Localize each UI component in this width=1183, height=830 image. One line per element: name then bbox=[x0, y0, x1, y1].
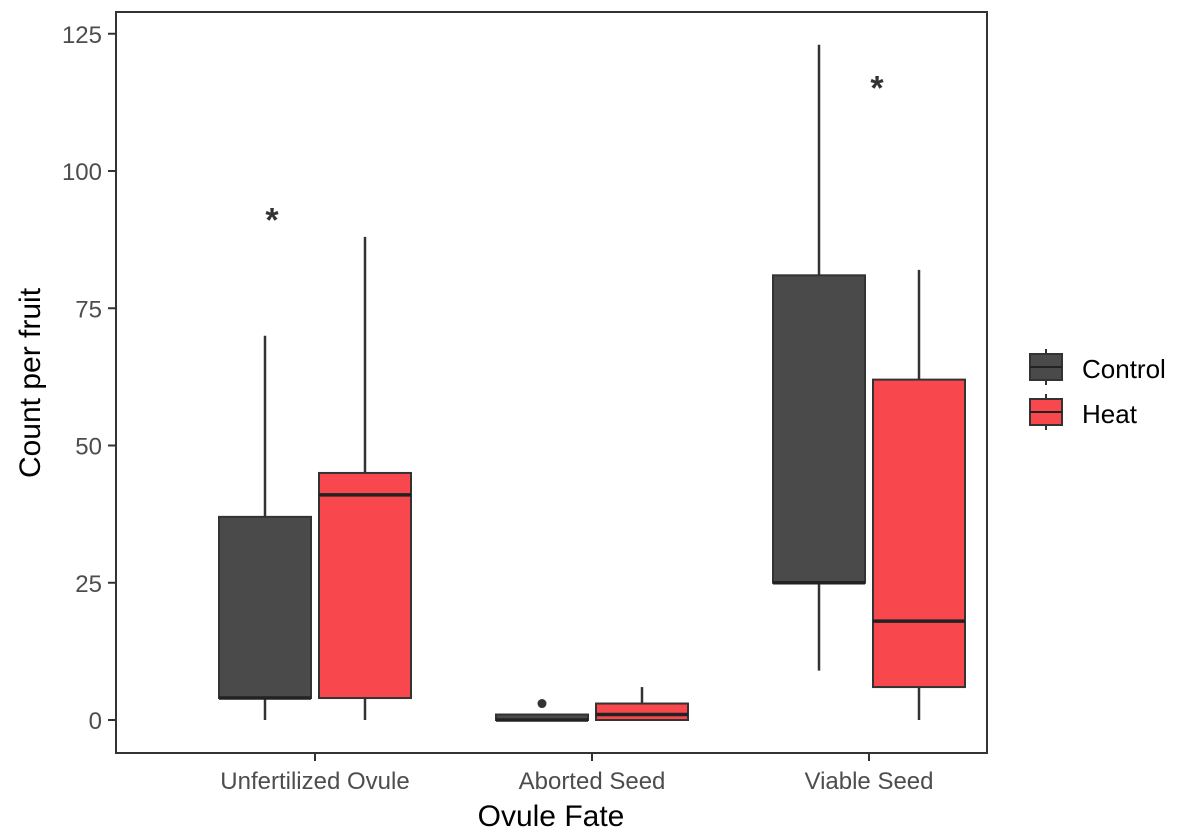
box-body bbox=[872, 378, 966, 689]
y-tick-label: 25 bbox=[75, 571, 102, 598]
box-body bbox=[772, 274, 866, 584]
x-tick-label: Aborted Seed bbox=[519, 768, 666, 795]
box-layer bbox=[218, 44, 966, 722]
significance-marker: * bbox=[265, 201, 279, 239]
y-tick-label: 100 bbox=[62, 159, 102, 186]
legend: Control Heat bbox=[1029, 349, 1166, 430]
box-heat-2 bbox=[872, 269, 966, 720]
legend-label: Heat bbox=[1082, 399, 1138, 429]
box-body bbox=[595, 702, 689, 722]
x-axis-title: Ovule Fate bbox=[478, 800, 625, 830]
box-control-0 bbox=[218, 335, 312, 720]
x-tick-label: Viable Seed bbox=[805, 768, 934, 795]
legend-item-control: Control bbox=[1029, 349, 1166, 385]
x-tick-label: Unfertilized Ovule bbox=[220, 768, 409, 795]
x-axis: Unfertilized Ovule Aborted Seed Viable See… bbox=[220, 753, 934, 795]
y-tick-label: 125 bbox=[62, 22, 102, 49]
y-axis: 0 25 50 75 100 125 bbox=[62, 22, 116, 735]
box-body bbox=[318, 471, 412, 700]
box-body bbox=[218, 515, 312, 700]
box-control-2 bbox=[772, 44, 866, 671]
annotation-layer: ** bbox=[265, 70, 884, 240]
box-heat-1 bbox=[595, 687, 689, 722]
y-tick-label: 75 bbox=[75, 296, 102, 323]
y-axis-title: Count per fruit bbox=[14, 287, 47, 478]
box-control-1 bbox=[495, 699, 589, 722]
y-tick-label: 50 bbox=[75, 434, 102, 461]
box-heat-0 bbox=[318, 236, 412, 720]
significance-marker: * bbox=[870, 70, 884, 108]
outlier-point bbox=[537, 699, 547, 709]
legend-label: Control bbox=[1082, 354, 1166, 384]
legend-item-heat: Heat bbox=[1029, 394, 1138, 430]
y-tick-label: 0 bbox=[89, 708, 102, 735]
